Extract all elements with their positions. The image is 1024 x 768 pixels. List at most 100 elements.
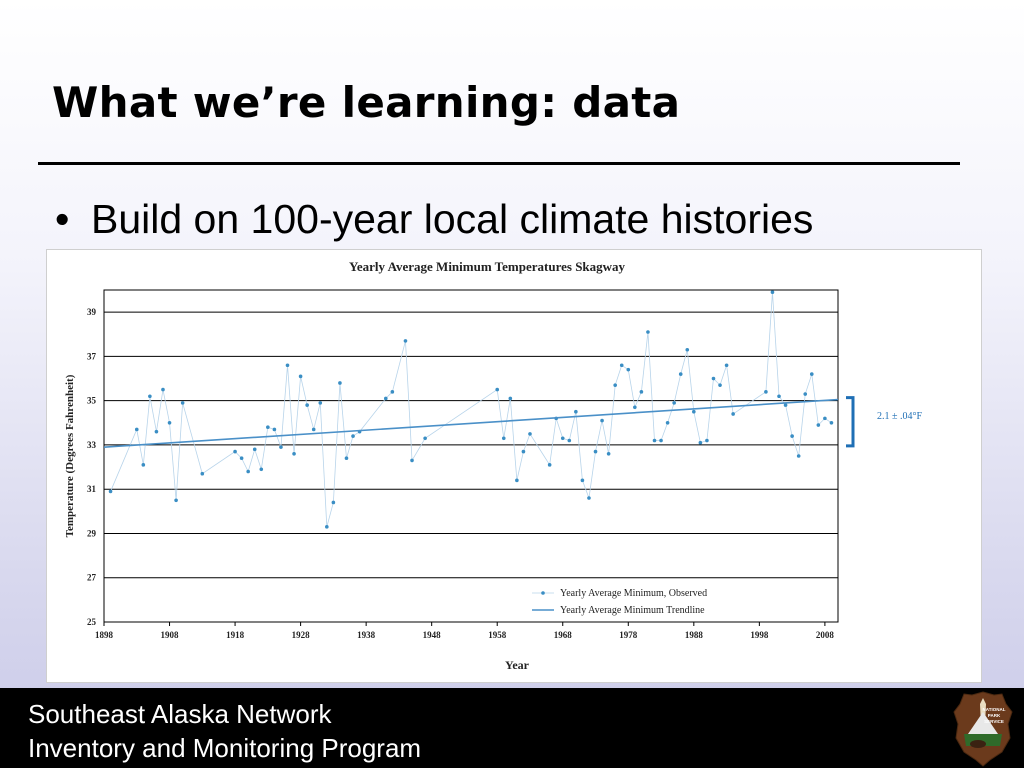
y-tick-label-33: 33 (87, 440, 97, 450)
observed-point-1944 (403, 339, 408, 343)
observed-point-1913 (200, 471, 205, 476)
observed-point-2005 (803, 392, 808, 396)
nps-logo-text-3: SERVICE (984, 719, 1004, 724)
observed-point-2003 (790, 434, 794, 438)
bullet-text: Build on 100-year local climate historie… (91, 196, 814, 242)
observed-point-1926 (285, 363, 290, 368)
observed-point-1979 (633, 405, 637, 410)
title-divider (38, 162, 960, 165)
temperature-chart: Yearly Average Minimum Temperatures Skag… (64, 259, 922, 672)
x-tick-label-1958: 1958 (488, 630, 507, 640)
x-tick-label-1998: 1998 (750, 630, 769, 640)
observed-point-1958 (495, 387, 500, 392)
observed-point-1928 (298, 374, 303, 379)
x-tick-label-1968: 1968 (554, 630, 573, 640)
observed-point-1908 (167, 421, 172, 425)
x-tick-label-2008: 2008 (816, 630, 835, 640)
slide-title: What we’re learning: data (52, 78, 681, 127)
observed-point-1962 (521, 449, 526, 454)
observed-point-1983 (659, 438, 663, 443)
observed-point-1936 (351, 434, 355, 438)
observed-point-1969 (567, 438, 572, 443)
observed-point-1974 (600, 418, 604, 423)
observed-point-1987 (685, 347, 690, 352)
observed-point-1977 (619, 363, 624, 368)
y-tick-label-37: 37 (87, 351, 97, 361)
chart-frame: Yearly Average Minimum Temperatures Skag… (46, 249, 982, 683)
observed-point-1947 (423, 436, 427, 441)
observed-point-2004 (796, 454, 801, 458)
observed-point-1931 (318, 401, 323, 405)
observed-point-1989 (698, 440, 703, 445)
observed-point-1934 (338, 381, 342, 385)
observed-point-1999 (764, 390, 768, 394)
observed-point-1919 (239, 456, 244, 461)
footer-program-name: Inventory and Monitoring Program (28, 733, 422, 763)
x-tick-label-1908: 1908 (161, 630, 180, 640)
observed-point-1929 (305, 403, 309, 407)
x-tick-label-1918: 1918 (226, 630, 245, 640)
observed-point-1990 (705, 438, 709, 443)
legend-observed-label: Yearly Average Minimum, Observed (560, 588, 707, 599)
nps-logo-text-1: NATIONAL (983, 707, 1006, 712)
observed-point-2006 (809, 372, 814, 376)
observed-point-2000 (770, 290, 775, 295)
observed-point-1909 (174, 498, 178, 503)
x-axis-label: Year (505, 658, 530, 672)
trendline (103, 398, 839, 448)
observed-point-1907 (161, 387, 165, 392)
observed-point-2009 (829, 421, 834, 425)
trend-change-label: 2.1 ± .04°F (877, 411, 922, 422)
observed-point-1930 (311, 427, 316, 432)
observed-point-1986 (678, 372, 683, 376)
observed-point-1932 (325, 525, 329, 529)
observed-point-1994 (731, 412, 735, 416)
nps-arrowhead-logo: NATIONAL PARK SERVICE (953, 691, 1013, 767)
observed-series-line (110, 292, 832, 527)
x-tick-label-1988: 1988 (685, 630, 704, 640)
observed-point-1971 (580, 478, 585, 483)
observed-point-1975 (606, 451, 611, 456)
observed-point-1906 (154, 429, 159, 434)
observed-point-1991 (711, 376, 716, 381)
x-tick-label-1938: 1938 (357, 630, 376, 640)
plot-area (103, 289, 839, 623)
observed-point-1976 (613, 383, 617, 387)
observed-point-1968 (560, 436, 565, 441)
x-tick-label-1978: 1978 (619, 630, 638, 640)
y-tick-label-39: 39 (87, 307, 97, 317)
observed-point-1942 (390, 390, 395, 394)
observed-point-1923 (266, 425, 270, 430)
observed-point-1993 (724, 363, 729, 368)
x-tick-label-1948: 1948 (423, 630, 442, 640)
observed-point-1992 (718, 383, 722, 387)
observed-point-1985 (672, 401, 676, 405)
nps-logo-text-2: PARK (988, 713, 1001, 718)
observed-point-1984 (665, 421, 670, 425)
observed-point-1963 (528, 432, 532, 436)
y-tick-label-25: 25 (87, 617, 97, 627)
observed-point-1899 (108, 489, 113, 494)
x-tick-label-1928: 1928 (292, 630, 311, 640)
observed-point-2007 (816, 423, 821, 427)
observed-point-1970 (574, 409, 578, 414)
observed-point-1905 (148, 394, 152, 399)
observed-point-1933 (331, 500, 336, 505)
observed-point-1920 (246, 469, 250, 474)
observed-point-1981 (646, 330, 650, 334)
observed-point-2002 (783, 403, 788, 407)
observed-point-1925 (279, 445, 283, 449)
legend-observed-marker (541, 591, 545, 595)
observed-point-1960 (508, 396, 513, 401)
observed-point-1980 (639, 390, 644, 394)
observed-point-1961 (515, 478, 519, 483)
observed-point-1988 (692, 409, 696, 414)
footer-network-name: Southeast Alaska Network (28, 699, 332, 729)
observed-point-1945 (410, 458, 414, 463)
observed-point-1935 (344, 456, 349, 461)
observed-point-1966 (547, 463, 552, 467)
observed-point-1973 (593, 449, 598, 454)
observed-point-1910 (180, 401, 185, 405)
footer-bar: Southeast Alaska Network Inventory and M… (0, 688, 1024, 768)
observed-point-2001 (777, 394, 781, 399)
